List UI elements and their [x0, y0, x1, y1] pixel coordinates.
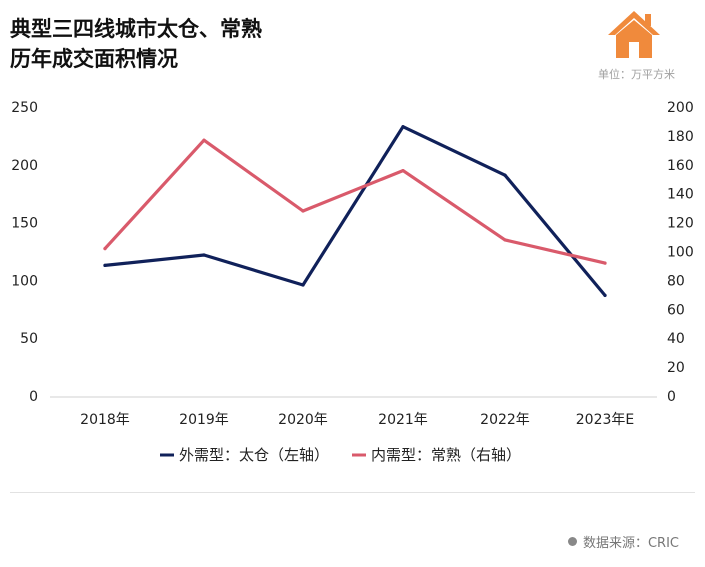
left-tick-label: 0	[29, 389, 38, 405]
source-text: 数据来源：CRIC	[582, 536, 679, 551]
x-tick-label: 2021年	[378, 412, 428, 428]
house-body	[616, 20, 652, 58]
series-line-2	[103, 138, 607, 265]
right-tick-label: 0	[667, 389, 676, 405]
x-tick-label: 2019年	[179, 412, 229, 428]
right-tick-label: 120	[667, 216, 694, 232]
x-tick-label: 2020年	[278, 412, 328, 428]
data-point	[301, 209, 305, 213]
data-point	[301, 283, 305, 287]
right-tick-label: 180	[667, 129, 694, 145]
title-line-1: 典型三四线城市太仓、常熟	[10, 17, 262, 41]
legend-label-1: 外需型：太仓（左轴）	[179, 446, 329, 464]
right-tick-label: 100	[667, 245, 694, 261]
left-tick-label: 200	[11, 158, 38, 174]
house-icon	[606, 8, 662, 64]
left-tick-label: 100	[11, 273, 38, 289]
source-note: 数据来源：CRIC	[567, 532, 679, 551]
left-axis-labels: 0 50 100 150 200 250	[11, 100, 38, 405]
legend: 外需型：太仓（左轴） 内需型：常熟（右轴）	[160, 446, 521, 464]
right-tick-label: 200	[667, 100, 694, 116]
line-chart: 0 50 100 150 200 250 0 20 40 60 80 100 120 140 160 180…	[11, 100, 694, 464]
house-door	[629, 42, 639, 58]
data-point	[103, 247, 107, 251]
x-axis-labels: 2018年 2019年 2020年 2021年 2022年 2023年E	[80, 412, 634, 428]
data-point	[401, 169, 405, 173]
right-tick-label: 80	[667, 273, 685, 289]
right-tick-label: 60	[667, 302, 685, 318]
left-tick-label: 50	[20, 331, 38, 347]
data-point	[103, 263, 107, 267]
left-tick-label: 150	[11, 216, 38, 232]
x-tick-label: 2022年	[480, 412, 530, 428]
title-line-2: 历年成交面积情况	[10, 47, 178, 71]
right-axis-labels: 0 20 40 60 80 100 120 140 160 180 200	[667, 100, 694, 405]
data-point	[603, 293, 607, 297]
data-point	[202, 253, 206, 257]
chart-title: 典型三四线城市太仓、常熟 历年成交面积情况	[10, 14, 262, 74]
left-tick-label: 250	[11, 100, 38, 116]
house-roof	[608, 11, 660, 35]
data-point	[202, 138, 206, 142]
unit-label: 单位：万平方米	[598, 68, 675, 81]
data-point	[401, 125, 405, 129]
legend-label-2: 内需型：常熟（右轴）	[371, 446, 521, 464]
right-tick-label: 160	[667, 158, 694, 174]
x-tick-label: 2018年	[80, 412, 130, 428]
x-tick-label: 2023年E	[576, 412, 634, 428]
data-point	[503, 173, 507, 177]
series-line-1	[103, 125, 607, 297]
series-lines	[103, 125, 607, 297]
right-tick-label: 40	[667, 331, 685, 347]
data-point	[503, 238, 507, 242]
footer-divider	[10, 492, 695, 493]
source-dot	[567, 537, 577, 546]
right-tick-label: 20	[667, 360, 685, 376]
right-tick-label: 140	[667, 187, 694, 203]
house-chimney	[645, 14, 651, 26]
data-point	[603, 261, 607, 265]
